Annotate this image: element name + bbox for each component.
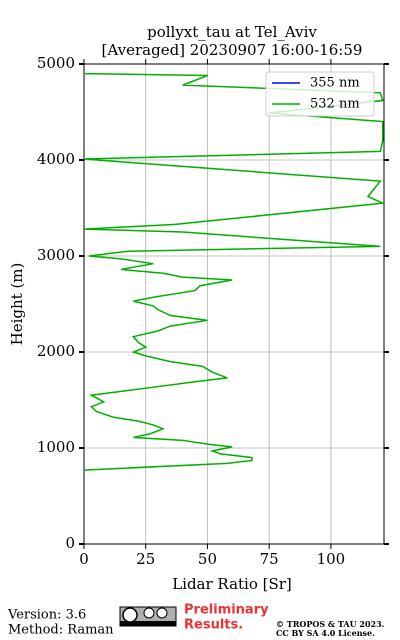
x-axis-label: Lidar Ratio [Sr]: [172, 575, 292, 593]
plot-frame: [83, 63, 385, 545]
preliminary: Preliminary: [184, 603, 269, 618]
chart-title: pollyxt_tau at Tel_Aviv: [147, 23, 317, 41]
legend-label: 532 nm: [310, 97, 360, 112]
y-tick-label: 5000: [37, 54, 75, 72]
method: Method: Raman: [8, 623, 114, 638]
version: Version: 3.6: [7, 608, 86, 623]
cc-logo: [119, 606, 177, 627]
legend-label: 355 nm: [310, 76, 360, 91]
y-axis-label: Height (m): [8, 263, 26, 346]
y-tick-label: 1000: [37, 438, 75, 456]
copyright: CC BY SA 4.0 License.: [276, 628, 375, 638]
y-tick-label: 3000: [37, 246, 75, 264]
x-tick-label: 0: [79, 550, 89, 568]
y-tick-label: 4000: [37, 150, 75, 168]
x-tick-label: 75: [260, 550, 279, 568]
x-tick-label: 25: [136, 550, 155, 568]
y-tick-label: 2000: [37, 342, 75, 360]
copyright: © TROPOS & TAU 2023.: [276, 619, 385, 629]
data-line: [83, 72, 386, 471]
preliminary: Results.: [184, 618, 243, 633]
x-tick-label: 50: [198, 550, 217, 568]
chart-subtitle: [Averaged] 20230907 16:00-16:59: [102, 41, 363, 59]
y-tick-label: 0: [65, 534, 75, 552]
x-tick-label: 100: [317, 550, 346, 568]
